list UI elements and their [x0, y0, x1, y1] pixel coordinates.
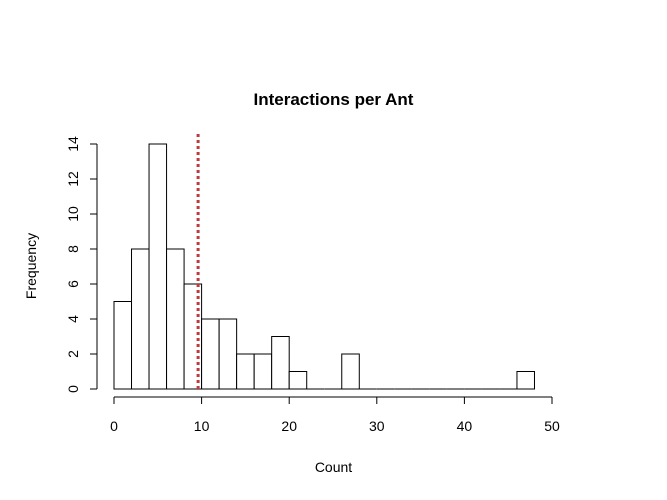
- y-tick-label: 12: [65, 171, 81, 187]
- histogram-bar: [148, 143, 168, 390]
- histogram-bars: [113, 143, 535, 390]
- x-axis-label: Count: [315, 459, 352, 475]
- histogram-bar: [288, 371, 308, 390]
- y-tick-label: 4: [65, 315, 81, 323]
- x-axis: 0 10 20 30 40 50: [110, 396, 560, 434]
- x-tick-label: 10: [194, 418, 210, 434]
- histogram-bar: [236, 353, 255, 390]
- histogram-bar: [218, 318, 238, 390]
- histogram-bar: [201, 318, 220, 390]
- histogram-bar: [253, 353, 273, 390]
- x-tick-label: 20: [281, 418, 297, 434]
- y-axis-label: Frequency: [23, 233, 39, 299]
- histogram-bar: [166, 248, 185, 390]
- x-tick-label: 30: [369, 418, 385, 434]
- chart-title: Interactions per Ant: [254, 90, 414, 109]
- y-tick-label: 10: [65, 206, 81, 222]
- y-axis: 0 2 4 6 8 10 12 14: [65, 136, 98, 393]
- histogram-bar: [341, 353, 360, 390]
- x-tick-label: 40: [457, 418, 473, 434]
- y-tick-label: 0: [65, 385, 81, 393]
- histogram-bar: [113, 301, 133, 390]
- y-tick-label: 6: [65, 280, 81, 288]
- y-tick-label: 2: [65, 350, 81, 358]
- histogram-bar: [516, 371, 535, 390]
- x-tick-label: 50: [544, 418, 560, 434]
- histogram-bar: [183, 283, 203, 390]
- x-tick-label: 0: [110, 418, 118, 434]
- y-tick-label: 14: [65, 136, 81, 152]
- histogram-bar: [271, 336, 290, 390]
- y-tick-label: 8: [65, 245, 81, 253]
- histogram-bar: [131, 248, 150, 390]
